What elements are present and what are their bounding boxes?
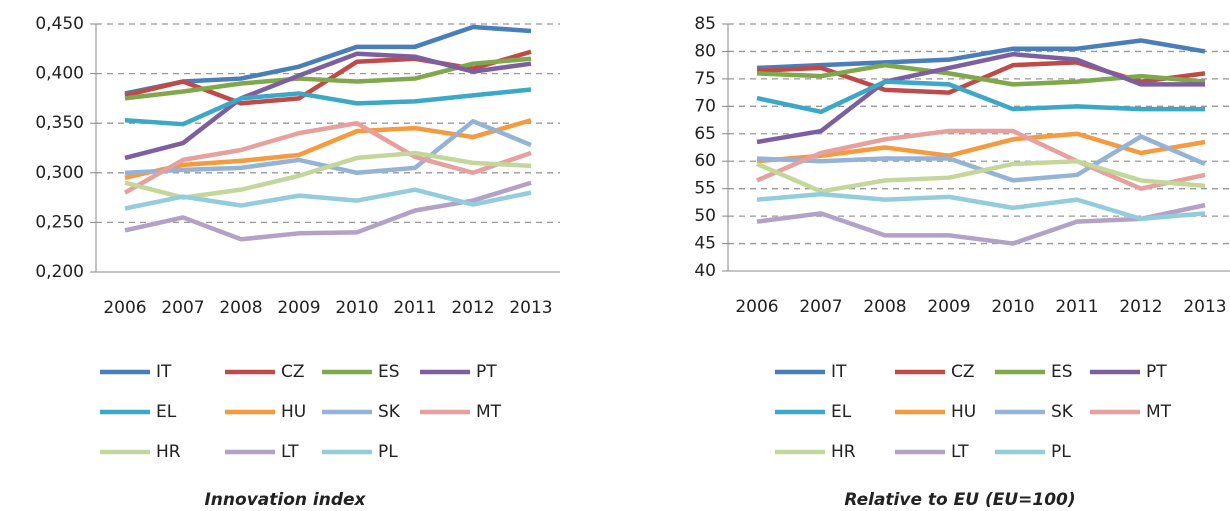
legend-label: HU xyxy=(951,402,976,422)
x-tick-label: 2007 xyxy=(799,297,842,317)
legend-label: ES xyxy=(378,362,400,382)
legend-label: HR xyxy=(831,442,856,462)
legend-label: CZ xyxy=(281,362,305,382)
x-tick-label: 2010 xyxy=(335,298,378,318)
x-tick-label: 2007 xyxy=(161,298,204,318)
series-line xyxy=(124,180,532,242)
x-tick-label: 2011 xyxy=(393,298,436,318)
y-tick-label: 0,400 xyxy=(35,64,84,84)
y-tick-label: 45 xyxy=(694,234,716,254)
series-line xyxy=(124,118,532,180)
legend-label: MT xyxy=(476,402,502,422)
series-line xyxy=(124,87,532,127)
x-tick-label: 2012 xyxy=(451,298,494,318)
y-tick-label: 0,200 xyxy=(35,262,84,282)
x-tick-label: 2009 xyxy=(927,297,970,317)
legend-label: SK xyxy=(378,402,401,422)
series-line xyxy=(756,51,1205,145)
caption: Relative to EU (EU=100) xyxy=(844,490,1075,510)
y-tick-label: 70 xyxy=(694,96,716,116)
y-tick-label: 55 xyxy=(694,179,716,199)
legend-label: PT xyxy=(476,362,497,382)
x-tick-label: 2006 xyxy=(735,297,778,317)
series-line xyxy=(124,56,532,101)
x-tick-label: 2011 xyxy=(1055,297,1098,317)
y-tick-label: 75 xyxy=(694,69,716,89)
series-line xyxy=(756,128,1206,191)
legend-label: HU xyxy=(281,402,306,422)
legend-label: PT xyxy=(1146,362,1167,382)
legend-label: ES xyxy=(1051,362,1073,382)
y-tick-label: 85 xyxy=(694,14,716,34)
y-tick-label: 50 xyxy=(694,206,716,226)
series-line xyxy=(756,202,1206,246)
legend-label: IT xyxy=(156,362,172,382)
legend-label: PL xyxy=(1051,442,1071,462)
series-line xyxy=(756,62,1206,87)
legend-label: LT xyxy=(281,442,299,462)
y-tick-label: 0,350 xyxy=(35,113,84,133)
x-tick-label: 2010 xyxy=(991,297,1034,317)
y-tick-label: 80 xyxy=(694,41,716,61)
caption: Innovation index xyxy=(204,490,366,510)
series-line xyxy=(124,51,532,161)
y-tick-label: 0,450 xyxy=(35,14,84,34)
series-line xyxy=(123,120,532,195)
series-line xyxy=(756,158,1206,194)
series-line xyxy=(124,187,532,211)
legend-label: EL xyxy=(831,402,852,422)
x-tick-label: 2006 xyxy=(103,298,146,318)
x-tick-label: 2008 xyxy=(219,298,262,318)
y-tick-label: 0,300 xyxy=(35,163,84,183)
legend-label: SK xyxy=(1051,402,1074,422)
legend-label: HR xyxy=(156,442,181,462)
legend-label: MT xyxy=(1146,402,1172,422)
x-tick-label: 2009 xyxy=(277,298,320,318)
x-tick-label: 2013 xyxy=(1183,297,1226,317)
legend-label: EL xyxy=(156,402,177,422)
x-tick-label: 2012 xyxy=(1119,297,1162,317)
y-tick-label: 60 xyxy=(694,151,716,171)
y-tick-label: 0,250 xyxy=(35,212,84,232)
x-tick-label: 2013 xyxy=(509,298,552,318)
legend-label: LT xyxy=(951,442,969,462)
x-tick-label: 2008 xyxy=(863,297,906,317)
legend-label: PL xyxy=(378,442,398,462)
series-line xyxy=(756,79,1205,115)
y-tick-label: 40 xyxy=(694,261,716,281)
series-line xyxy=(756,38,1206,71)
legend-label: CZ xyxy=(951,362,975,382)
y-tick-label: 65 xyxy=(694,124,716,144)
series-line xyxy=(124,24,532,96)
series-line xyxy=(756,131,1206,164)
legend-label: IT xyxy=(831,362,847,382)
series-line xyxy=(756,191,1206,222)
series-line xyxy=(756,134,1206,183)
